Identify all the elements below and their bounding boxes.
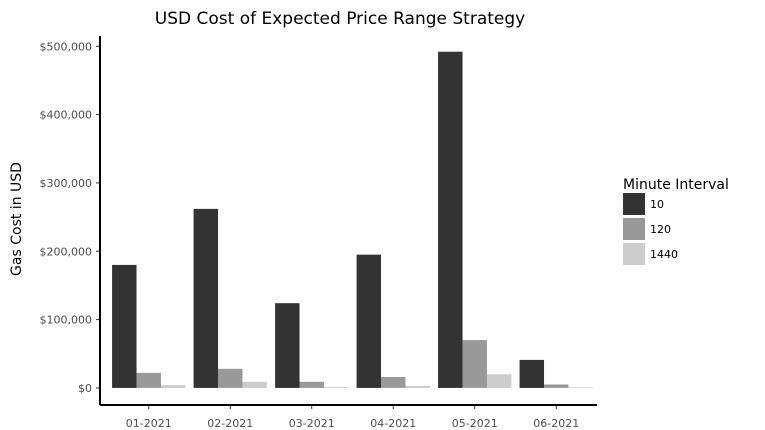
bar-02-2021-10 [193, 208, 219, 388]
bar-05-2021-120 [462, 340, 487, 388]
legend-swatch-120 [623, 218, 645, 240]
x-tick-label: 04-2021 [370, 417, 416, 430]
legend-swatch-10 [623, 193, 645, 215]
y-tick-label: $0 [78, 382, 92, 395]
bar-04-2021-1440 [405, 385, 430, 388]
bar-03-2021-120 [299, 381, 324, 388]
bar-06-2021-120 [544, 384, 569, 388]
bar-05-2021-1440 [486, 374, 512, 388]
bar-01-2021-1440 [160, 385, 186, 388]
x-tick-label: 03-2021 [289, 417, 335, 430]
y-tick-label: $500,000 [40, 40, 93, 53]
bar-06-2021-10 [519, 359, 545, 388]
legend-label: 1440 [650, 248, 678, 261]
bar-06-2021-1440 [568, 387, 593, 388]
bar-04-2021-120 [381, 376, 406, 388]
bar-04-2021-10 [356, 254, 382, 388]
legend-swatch-1440 [623, 243, 645, 265]
y-tick-label: $400,000 [40, 109, 93, 122]
bar-05-2021-10 [438, 51, 463, 388]
y-axis-label: Gas Cost in USD [9, 162, 25, 276]
bar-03-2021-1440 [323, 386, 349, 388]
bar-01-2021-120 [136, 372, 161, 388]
chart-title: USD Cost of Expected Price Range Strateg… [155, 9, 525, 29]
legend-title: Minute Interval [623, 177, 729, 193]
legend-label: 120 [650, 223, 671, 236]
y-tick-label: $200,000 [40, 245, 93, 258]
legend: Minute Interval 10 120 1440 [623, 177, 729, 265]
y-tick-label: $300,000 [40, 177, 93, 190]
bar-01-2021-10 [112, 264, 137, 388]
legend-label: 10 [650, 198, 664, 211]
bar-02-2021-1440 [242, 381, 267, 388]
y-tick-label: $100,000 [40, 314, 93, 327]
x-tick-label: 01-2021 [126, 417, 172, 430]
x-tick-label: 06-2021 [533, 417, 579, 430]
bar-02-2021-120 [218, 368, 243, 388]
x-tick-label: 05-2021 [452, 417, 498, 430]
x-tick-label: 02-2021 [207, 417, 253, 430]
bar-03-2021-10 [275, 303, 300, 388]
